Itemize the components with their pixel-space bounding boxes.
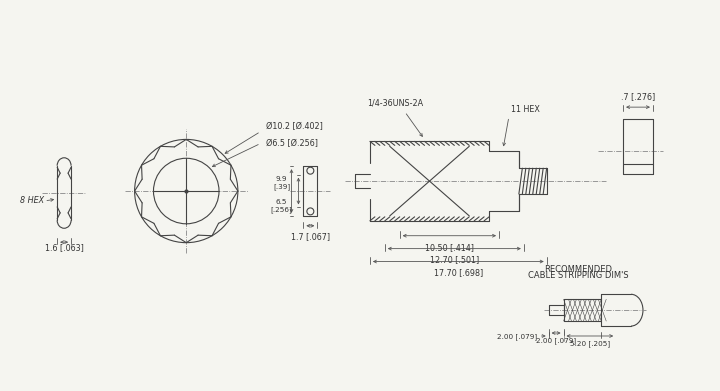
Text: 2.00 [.079]: 2.00 [.079] [536,337,576,344]
Text: 1.6 [.063]: 1.6 [.063] [45,244,84,253]
Text: 10.50 [.414]: 10.50 [.414] [425,243,474,252]
Text: Ø6.5 [Ø.256]: Ø6.5 [Ø.256] [266,139,318,148]
Text: 12.70 [.501]: 12.70 [.501] [430,256,479,265]
Text: 1.7 [.067]: 1.7 [.067] [291,232,330,241]
Text: 1/4-36UNS-2A: 1/4-36UNS-2A [366,99,423,108]
Text: 8 HEX: 8 HEX [20,196,45,205]
Text: 17.70 [.698]: 17.70 [.698] [433,269,483,278]
Text: RECOMMENDED: RECOMMENDED [544,265,613,274]
Text: .7 [.276]: .7 [.276] [621,92,655,101]
Text: 11 HEX: 11 HEX [511,104,540,114]
Text: Ø10.2 [Ø.402]: Ø10.2 [Ø.402] [266,122,323,131]
Text: 9.9
[.39]: 9.9 [.39] [273,176,290,190]
Text: 2.00 [.079]: 2.00 [.079] [497,334,536,340]
Text: 6.5
[.256]: 6.5 [.256] [271,199,292,213]
Text: CABLE STRIPPING DIM'S: CABLE STRIPPING DIM'S [528,271,629,280]
Text: 5.20 [.205]: 5.20 [.205] [570,340,611,347]
